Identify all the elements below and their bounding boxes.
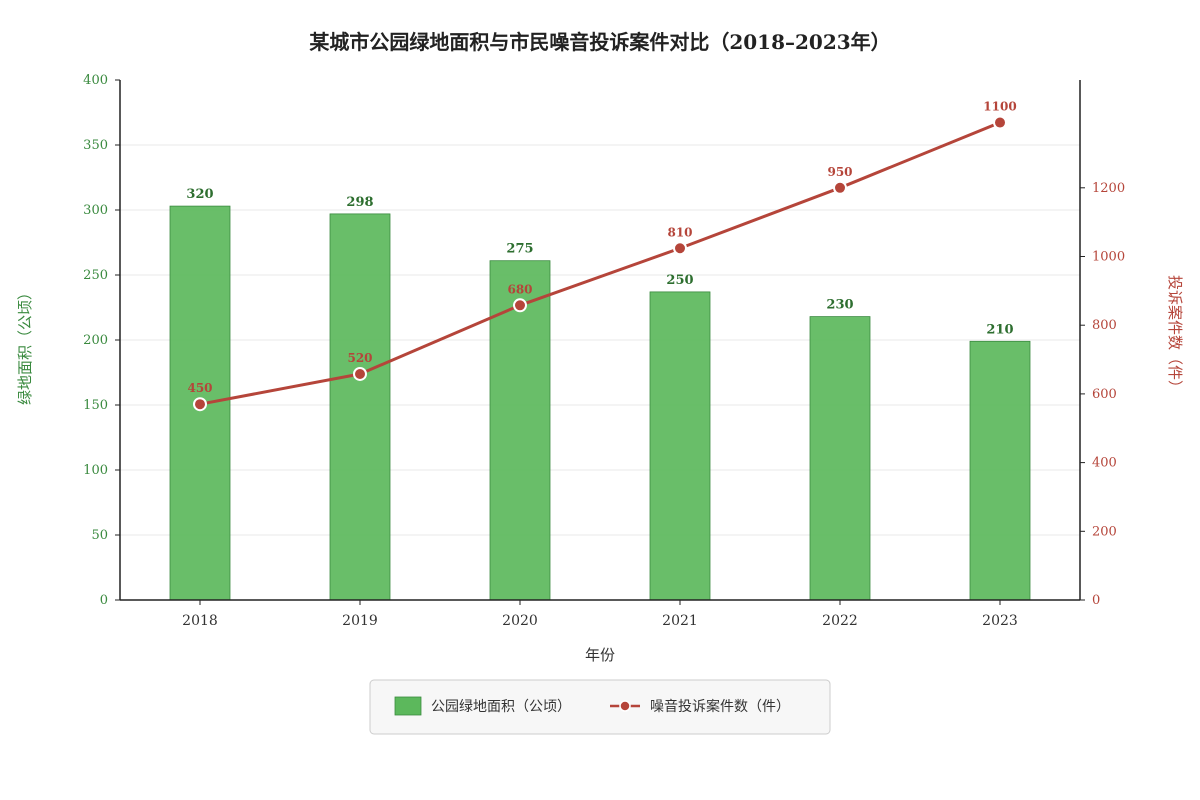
x-tick-label: 2022 (822, 613, 858, 629)
right-tick-label: 0 (1092, 593, 1100, 608)
right-tick-label: 400 (1092, 456, 1117, 471)
left-tick-label: 350 (83, 138, 108, 153)
right-tick-label: 1200 (1092, 181, 1125, 196)
left-tick-label: 250 (83, 268, 108, 283)
line-value-label: 950 (827, 165, 852, 179)
bars (169, 205, 1031, 601)
left-tick-label: 100 (83, 463, 108, 478)
line-point (673, 241, 687, 256)
right-tick-label: 1000 (1092, 250, 1125, 265)
line-point (513, 298, 527, 313)
bar-value-label: 210 (986, 322, 1013, 337)
right-axis-ticks: 0 200 400 600 800 1000 1200 (1080, 181, 1125, 608)
line-value-label: 810 (667, 225, 692, 239)
x-axis-ticks: 2018 2019 2020 2021 2022 2023 (182, 600, 1018, 629)
line-value-label: 680 (507, 282, 532, 296)
line-point (353, 366, 367, 381)
line-value-label: 520 (347, 351, 372, 365)
line-point (993, 115, 1007, 130)
x-axis-label: 年份 (585, 646, 615, 664)
legend-box (369, 679, 831, 735)
left-tick-label: 400 (83, 73, 108, 88)
legend-bar-swatch (394, 696, 422, 716)
legend-line-label: 噪音投诉案件数（件） (650, 698, 790, 715)
bar (809, 316, 871, 601)
x-tick-label: 2019 (342, 613, 378, 629)
bar-value-label: 275 (506, 242, 533, 257)
bar-value-label: 320 (186, 187, 213, 202)
x-tick-label: 2020 (502, 613, 538, 629)
left-tick-label: 50 (91, 528, 108, 543)
grid (120, 144, 1080, 536)
left-axis-label: 绿地面积（公顷） (16, 285, 34, 405)
bar (649, 291, 711, 601)
left-tick-label: 150 (83, 398, 108, 413)
right-axis-label: 投诉案件数（件） (1166, 275, 1184, 395)
bar (969, 340, 1031, 601)
chart-title: 某城市公园绿地面积与市民噪音投诉案件对比（2018–2023年） (309, 30, 890, 54)
legend: 公园绿地面积（公顷） 噪音投诉案件数（件） (369, 679, 831, 735)
right-tick-label: 600 (1092, 387, 1117, 402)
line-labels: 450 520 680 810 950 1100 (187, 100, 1016, 396)
x-tick-label: 2021 (662, 613, 698, 629)
x-tick-label: 2018 (182, 613, 218, 629)
x-tick-label: 2023 (982, 613, 1018, 629)
bar-value-label: 298 (346, 195, 373, 210)
left-tick-label: 200 (83, 333, 108, 348)
line-point (193, 397, 207, 412)
legend-line-marker (619, 700, 631, 712)
bar (329, 213, 391, 601)
right-tick-label: 800 (1092, 318, 1117, 333)
left-axis-ticks: 0 50 100 150 200 250 300 350 400 (83, 73, 120, 608)
line-value-label: 1100 (983, 100, 1016, 114)
bar-value-label: 230 (826, 298, 853, 313)
line-value-label: 450 (187, 381, 212, 395)
line-series (193, 115, 1007, 412)
legend-bar-label: 公园绿地面积（公顷） (431, 699, 571, 715)
right-tick-label: 200 (1092, 524, 1117, 539)
bar-value-label: 250 (666, 273, 693, 288)
bar (489, 260, 551, 601)
line-path (199, 121, 1001, 406)
line-point (833, 180, 847, 195)
left-tick-label: 0 (100, 593, 108, 608)
bar-labels: 320 298 275 250 230 210 (186, 187, 1013, 337)
left-tick-label: 300 (83, 203, 108, 218)
